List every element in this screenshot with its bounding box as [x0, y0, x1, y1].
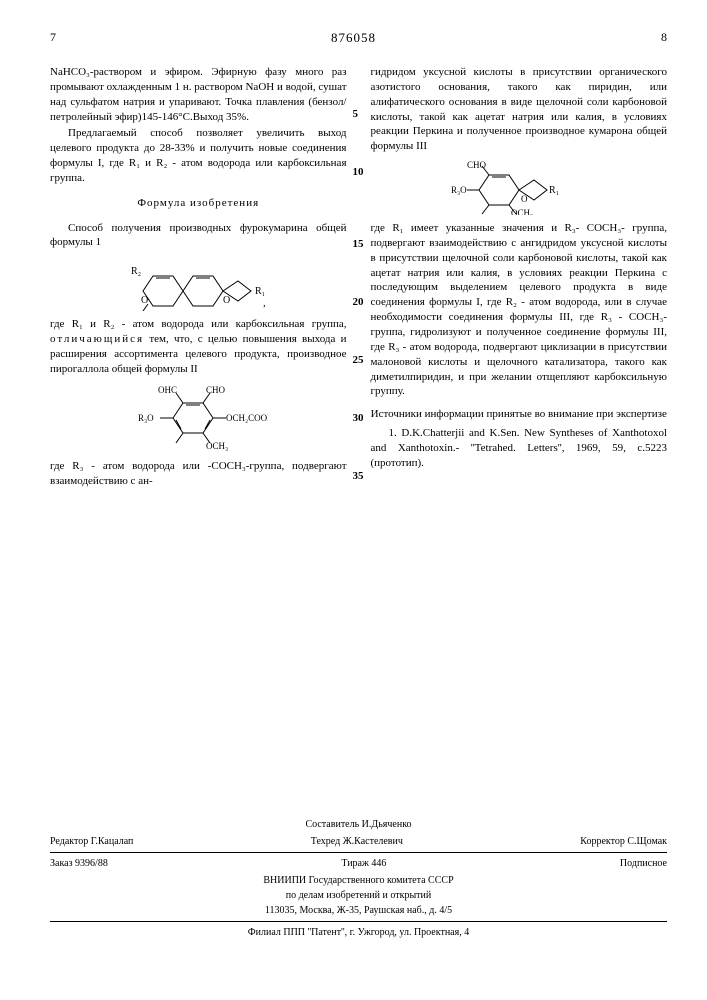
- formula3-o: O: [521, 194, 528, 204]
- line-num-30: 30: [353, 411, 364, 426]
- footer-rule-2: [50, 921, 667, 922]
- formula3-r1: R₁: [549, 185, 559, 196]
- reference-1: 1. D.K.Chatterjii and K.Sen. New Synthes…: [371, 426, 668, 471]
- formula1-comma: ,: [263, 297, 266, 309]
- page-num-left: 7: [50, 30, 56, 45]
- page-footer: Составитель И.Дьяченко Редактор Г.Кацала…: [50, 817, 667, 940]
- line-num-15: 15: [353, 237, 364, 252]
- formula1-r1: R₁: [255, 286, 265, 297]
- line-num-5: 5: [353, 107, 359, 122]
- formula1-r2: R₂: [131, 266, 141, 277]
- footer-order: Заказ 9396/88: [50, 856, 108, 871]
- formula3-cho: CHO: [467, 160, 487, 170]
- formula2-och3: OCH₃: [206, 441, 228, 451]
- page-num-right: 8: [661, 30, 667, 45]
- line-num-35: 35: [353, 469, 364, 484]
- footer-org: ВНИИПИ Государственного комитета СССР: [50, 873, 667, 888]
- footer-tirazh: Тираж 446: [341, 856, 386, 871]
- left-para-2: Предлагаемый способ позволяет увеличить …: [50, 126, 347, 185]
- footer-rule-1: [50, 852, 667, 853]
- page-container: 7 8 876058 NaHCO₃-раствором и эфиром. Эф…: [0, 0, 707, 510]
- chem-formula-2: OHC CHO OCH₂COOH R₃O OCH₃: [128, 383, 268, 453]
- footer-org2: по делам изобретений и открытий: [50, 888, 667, 903]
- left-para-4: где R₁ и R₂ - атом водорода или карбокси…: [50, 317, 347, 376]
- formula2-ohc: OHC: [158, 385, 177, 395]
- line-num-20: 20: [353, 295, 364, 310]
- footer-compiler: Составитель И.Дьяченко: [50, 817, 667, 832]
- chem-formula-3: CHO R₃O OCH₃ R₁ O: [449, 160, 589, 215]
- text-columns: NaHCO₃-раствором и эфиром. Эфирную фазу …: [50, 65, 667, 490]
- footer-filial: Филиал ППП ''Патент'', г. Ужгород, ул. П…: [50, 925, 667, 940]
- patent-number: 876058: [331, 30, 376, 46]
- footer-order-row: Заказ 9396/88 Тираж 446 Подписное: [50, 856, 667, 871]
- footer-techred: Техред Ж.Кастелевич: [311, 834, 403, 849]
- formula-heading: Формула изобретения: [50, 196, 347, 211]
- left-para-1: NaHCO₃-раствором и эфиром. Эфирную фазу …: [50, 65, 347, 124]
- left-para-4a: где R₁ и R₂ - атом водорода или карбокси…: [50, 318, 347, 330]
- formula2-och2cooh: OCH₂COOH: [226, 413, 268, 423]
- formula1-o1: O: [141, 295, 148, 306]
- left-para-4b: отличающийся: [50, 333, 144, 345]
- footer-addr: 113035, Москва, Ж-35, Раушская наб., д. …: [50, 903, 667, 918]
- chem-formula-1: R₂ R₁ O O ,: [123, 256, 273, 311]
- formula3-och3: OCH₃: [511, 208, 533, 215]
- formula1-o2: O: [223, 295, 230, 306]
- footer-staff-row: Редактор Г.Кацалап Техред Ж.Кастелевич К…: [50, 834, 667, 849]
- refs-title: Источники информации принятые во внимани…: [371, 407, 668, 422]
- right-para-1: гидридом уксусной кислоты в присутствии …: [371, 65, 668, 154]
- line-num-10: 10: [353, 165, 364, 180]
- footer-podpisnoe: Подписное: [620, 856, 667, 871]
- right-column: 5 10 15 20 25 30 35 гидридом уксусной ки…: [371, 65, 668, 490]
- formula2-cho: CHO: [206, 385, 226, 395]
- right-para-2: где R₁ имеет указанные значения и R₃- CO…: [371, 221, 668, 399]
- formula2-r3o: R₃O: [138, 413, 154, 423]
- left-para-3: Способ получения производных фурокумарин…: [50, 221, 347, 251]
- formula3-r3o: R₃O: [451, 185, 467, 195]
- footer-editor: Редактор Г.Кацалап: [50, 834, 133, 849]
- left-column: NaHCO₃-раствором и эфиром. Эфирную фазу …: [50, 65, 347, 490]
- left-para-5: где R₃ - атом водорода или -COCH₃-группа…: [50, 459, 347, 489]
- line-num-25: 25: [353, 353, 364, 368]
- footer-corrector: Корректор С.Щомак: [580, 834, 667, 849]
